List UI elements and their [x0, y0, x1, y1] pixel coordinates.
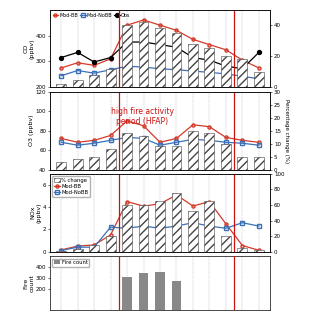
Legend: Fire count: Fire count	[52, 259, 89, 267]
Bar	[237, 60, 247, 87]
Bar	[221, 56, 231, 87]
Bar	[237, 156, 247, 170]
Y-axis label: Percentage change (%): Percentage change (%)	[284, 99, 289, 163]
Bar	[122, 205, 132, 252]
Text: high fire activity
period (HFAP): high fire activity period (HFAP)	[111, 107, 174, 126]
Bar	[56, 251, 66, 252]
Bar	[204, 133, 214, 170]
Bar	[122, 133, 132, 170]
Y-axis label: Fire
count: Fire count	[23, 274, 34, 292]
Bar	[172, 33, 181, 87]
Bar	[155, 201, 165, 252]
Bar	[89, 75, 99, 87]
Bar	[73, 159, 83, 170]
Bar	[188, 131, 198, 170]
Bar	[139, 205, 148, 252]
Bar	[172, 146, 181, 170]
Bar	[204, 49, 214, 87]
Bar	[139, 136, 148, 170]
Legend: % change, Mod-BB, Mod-NoBB: % change, Mod-BB, Mod-NoBB	[52, 176, 90, 197]
Bar	[254, 156, 264, 170]
Bar	[106, 236, 116, 252]
Bar	[254, 72, 264, 87]
Bar	[73, 249, 83, 252]
Bar	[139, 22, 148, 87]
Bar	[188, 211, 198, 252]
Bar	[155, 28, 165, 87]
Legend: Mod-BB, Mod-NoBB, Obs: Mod-BB, Mod-NoBB, Obs	[52, 12, 131, 18]
Bar	[89, 156, 99, 170]
Bar	[188, 44, 198, 87]
Bar	[221, 236, 231, 252]
Bar	[106, 149, 116, 170]
Bar	[172, 281, 181, 310]
Bar	[122, 276, 132, 310]
Bar	[73, 80, 83, 87]
Bar	[172, 193, 181, 252]
Bar	[254, 250, 264, 252]
Bar	[56, 84, 66, 87]
Bar	[237, 248, 247, 252]
Bar	[106, 69, 116, 87]
Bar	[122, 25, 132, 87]
Bar	[139, 273, 148, 310]
Bar	[221, 144, 231, 170]
Bar	[89, 245, 99, 252]
Bar	[155, 272, 165, 310]
Y-axis label: NOx
(ppbv): NOx (ppbv)	[30, 203, 41, 223]
Bar	[204, 201, 214, 252]
Bar	[56, 162, 66, 170]
Y-axis label: CO
(ppbv): CO (ppbv)	[23, 38, 34, 59]
Y-axis label: O3 (ppbv): O3 (ppbv)	[29, 115, 34, 146]
Bar	[155, 146, 165, 170]
